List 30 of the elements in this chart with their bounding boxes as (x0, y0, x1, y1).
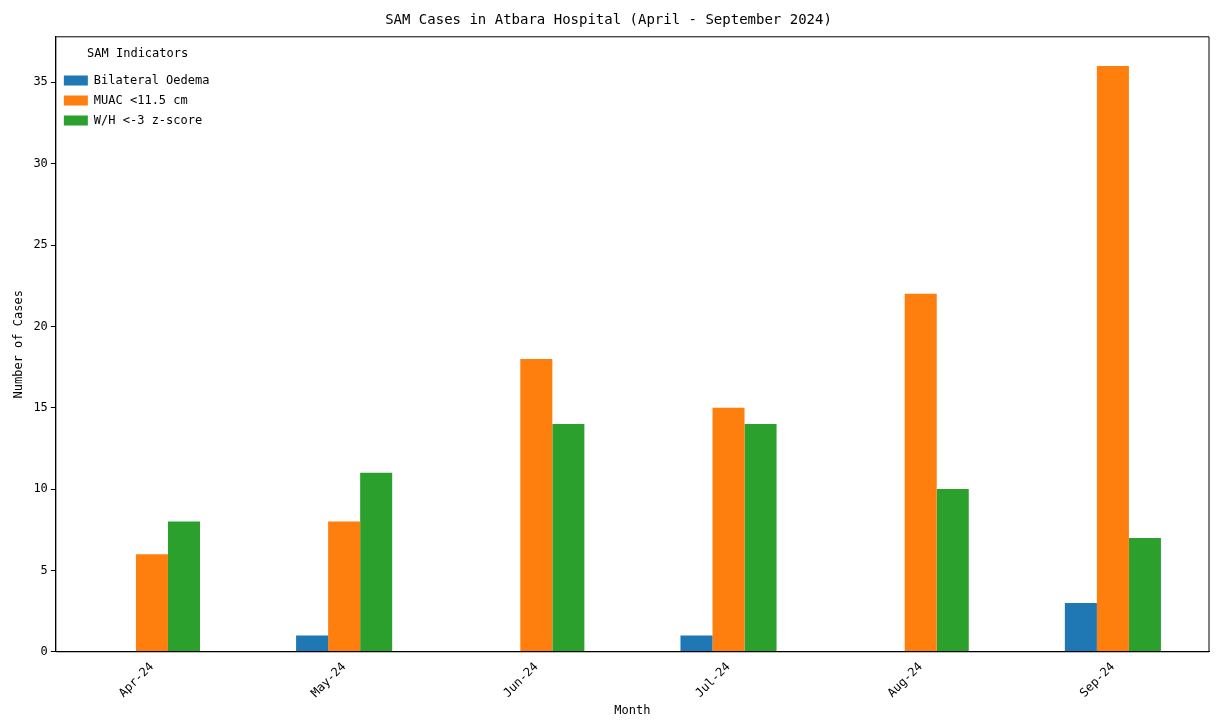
bar (135, 554, 168, 652)
bar (167, 521, 200, 652)
bar (1096, 66, 1129, 652)
bar (712, 407, 745, 652)
bar (1064, 602, 1097, 652)
legend-label: W/H <-3 z-score (93, 112, 203, 127)
bar (552, 424, 585, 652)
y-tick-label: 10 (33, 481, 48, 496)
y-tick-label: 20 (33, 318, 48, 333)
legend-label: MUAC <11.5 cm (93, 92, 188, 107)
legend-label: Bilateral Oedema (93, 72, 210, 87)
bar (296, 635, 329, 652)
bar (680, 635, 713, 652)
bar (328, 521, 361, 652)
y-tick-label: 35 (33, 74, 48, 89)
bar (744, 424, 777, 652)
bar (904, 293, 937, 652)
bar (1128, 537, 1161, 652)
y-tick-label: 0 (40, 643, 48, 658)
bar (520, 358, 553, 652)
legend-title: SAM Indicators (87, 46, 189, 61)
y-tick-label: 15 (33, 399, 48, 414)
y-axis-title: Number of Cases (11, 290, 26, 399)
bar (936, 489, 969, 652)
y-tick-label: 30 (33, 155, 48, 170)
y-tick-label: 25 (33, 237, 48, 252)
y-tick-label: 5 (40, 562, 48, 577)
x-axis-title: Month (614, 702, 651, 717)
chart-title: SAM Cases in Atbara Hospital (April - September 2024) (385, 11, 832, 28)
bar (360, 472, 393, 652)
